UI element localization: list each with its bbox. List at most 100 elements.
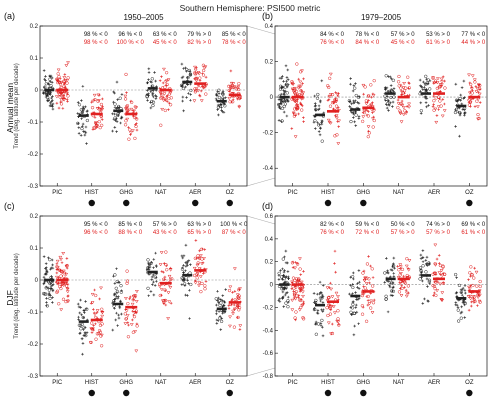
data-point-reanalysis (441, 75, 445, 79)
data-point-model (152, 258, 156, 261)
data-point-reanalysis (99, 102, 104, 107)
data-point-model (462, 97, 466, 100)
data-point-reanalysis (92, 324, 95, 327)
data-point-reanalysis (100, 310, 105, 315)
data-point-model (47, 82, 51, 86)
data-point-model (182, 264, 185, 267)
data-point-reanalysis (294, 89, 299, 94)
data-point-reanalysis (57, 302, 61, 306)
panel-1: (b) 1979–2005 -0.4 -0.2 0 0.2 0.4 PIC HIST 84 % <… (262, 11, 488, 207)
data-point-reanalysis (199, 89, 203, 93)
data-point-reanalysis (299, 101, 302, 105)
data-point-model (78, 311, 82, 315)
data-point-reanalysis (165, 100, 169, 103)
data-point-model (181, 95, 185, 99)
data-point-reanalysis (401, 106, 406, 110)
data-point-model (460, 305, 463, 309)
data-point-reanalysis (159, 251, 164, 255)
data-point-reanalysis (470, 300, 473, 304)
data-point-model (78, 331, 82, 335)
data-point-reanalysis (291, 111, 296, 115)
data-point-model (222, 310, 227, 314)
data-point-model (458, 96, 462, 101)
data-point-reanalysis (291, 276, 296, 280)
data-point-reanalysis (435, 77, 440, 81)
data-point-model (348, 105, 352, 108)
panels-group: (a) 1950–2005 -0.3 -0.2 -0.1 0 0.1 0.2 Trend (de… (4, 11, 488, 397)
data-point-reanalysis (232, 85, 236, 89)
data-point-reanalysis (471, 89, 474, 92)
data-point-reanalysis (293, 266, 298, 270)
data-point-reanalysis (292, 293, 297, 297)
data-point-reanalysis (367, 302, 372, 306)
data-point-model (456, 319, 461, 323)
data-point-model (189, 93, 193, 96)
data-point-reanalysis (198, 76, 202, 80)
data-point-model (83, 133, 87, 137)
x-tick-label: GHG (119, 190, 133, 196)
data-point-reanalysis (127, 126, 130, 129)
data-point-reanalysis (405, 257, 409, 261)
data-point-reanalysis (123, 94, 128, 98)
data-point-model (354, 303, 358, 307)
x-tick-label: PIC (52, 380, 63, 386)
data-point-model (151, 273, 155, 277)
data-point-reanalysis (371, 125, 375, 129)
data-point-reanalysis (468, 297, 473, 301)
data-point-reanalysis (334, 104, 339, 108)
data-point-model (282, 305, 286, 309)
data-point-model (85, 307, 89, 311)
data-point-reanalysis (92, 125, 96, 130)
data-point-model (153, 284, 157, 287)
data-point-model (320, 79, 324, 83)
data-point-model (383, 280, 387, 284)
data-point-reanalysis (478, 101, 482, 104)
data-point-model (350, 102, 353, 106)
data-point-model (385, 271, 389, 274)
x-tick-label: AER (189, 380, 202, 386)
data-point-model (44, 286, 48, 290)
data-point-reanalysis (398, 281, 403, 286)
data-point-reanalysis (327, 120, 332, 125)
data-point-model (47, 288, 52, 292)
data-point-reanalysis (295, 62, 299, 66)
data-point-reanalysis (290, 287, 294, 290)
pct-label-models: 98 % < 0 (84, 32, 109, 38)
data-point-model (316, 312, 320, 315)
data-point-model (280, 74, 284, 78)
data-point-model (47, 291, 51, 295)
data-point-model (42, 255, 46, 258)
data-point-reanalysis (94, 337, 98, 341)
data-point-model (181, 86, 186, 91)
data-point-reanalysis (400, 103, 405, 108)
figure-title: Southern Hemisphere: PSI500 metric (180, 3, 322, 13)
data-point-reanalysis (198, 275, 203, 279)
data-point-reanalysis (66, 294, 70, 298)
data-point-model (286, 305, 290, 309)
data-point-model (283, 93, 286, 96)
pct-label-models: 63 % > 0 (187, 222, 212, 228)
data-point-reanalysis (94, 124, 99, 128)
data-point-model (113, 273, 117, 277)
data-point-model (42, 91, 45, 95)
data-point-reanalysis (128, 297, 131, 301)
data-point-reanalysis (55, 101, 59, 105)
data-point-reanalysis (398, 263, 403, 267)
data-point-reanalysis (165, 84, 168, 87)
data-point-model (320, 296, 324, 300)
data-point-reanalysis (100, 107, 105, 112)
data-point-reanalysis (328, 72, 333, 77)
data-point-reanalysis (294, 318, 297, 322)
data-point-reanalysis (124, 297, 128, 301)
data-point-reanalysis (92, 311, 96, 315)
data-point-model (80, 125, 84, 128)
data-point-reanalysis (229, 69, 233, 73)
data-point-reanalysis (328, 76, 332, 80)
data-point-reanalysis (193, 68, 198, 72)
data-point-model (184, 243, 188, 247)
data-point-reanalysis (299, 288, 302, 292)
data-point-reanalysis (475, 105, 480, 109)
data-point-model (185, 69, 188, 73)
y-tick-label: -0.2 (263, 131, 274, 137)
data-point-reanalysis (55, 271, 59, 275)
